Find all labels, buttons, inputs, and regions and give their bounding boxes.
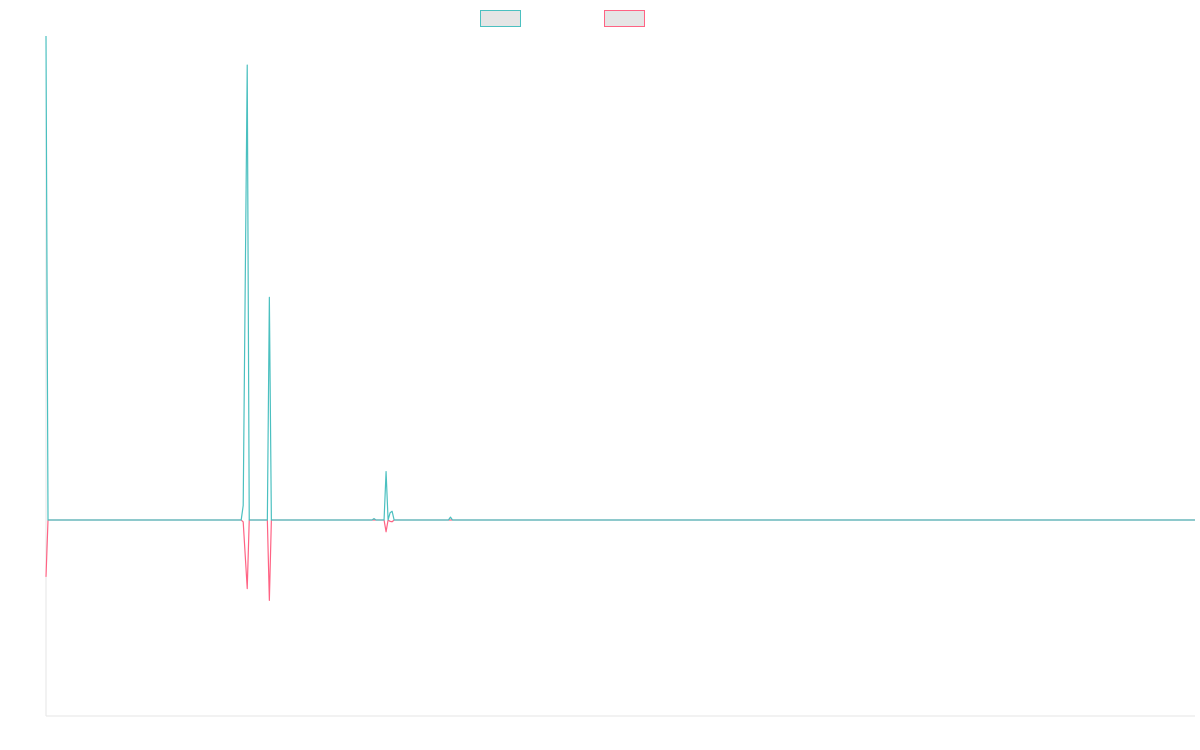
- series-line-1: [45, 35, 1195, 521]
- legend-swatch-1: [480, 10, 521, 27]
- series-layer: [45, 35, 1195, 601]
- series-line-2: [45, 519, 1195, 601]
- axes: [45, 36, 1195, 717]
- legend-swatch-2: [604, 10, 645, 27]
- legend: [480, 10, 645, 27]
